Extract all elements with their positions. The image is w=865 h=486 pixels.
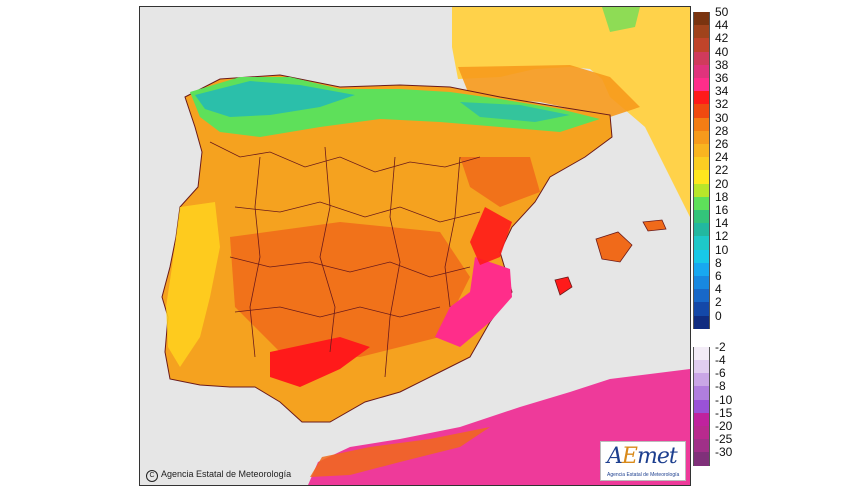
legend-warm-label: 18 [715, 189, 729, 204]
legend-warm-swatch [693, 315, 710, 329]
ebro-hot-area [460, 157, 540, 207]
legend-warm-swatch [693, 38, 710, 52]
guadalquivir-very-hot [270, 337, 370, 387]
legend-warm-swatch [693, 51, 710, 65]
legend-cold-label: -30 [715, 445, 733, 460]
legend-warm-label: 50 [715, 5, 729, 19]
legend-warm-swatch [693, 302, 710, 316]
legend-warm-label: 6 [715, 269, 722, 283]
legend-warm-swatch [693, 144, 710, 158]
temperature-map: C Agencia Estatal de Meteorología AEmet A… [139, 6, 691, 486]
legend-warm-label: 40 [715, 44, 729, 59]
copyright-icon: C [146, 470, 158, 482]
legend-cold-label: -15 [715, 405, 733, 420]
alps-cool-area [602, 7, 640, 32]
aemet-logo: AEmet Agencia Estatal de Meteorología [600, 441, 686, 481]
region-borders [209, 141, 481, 378]
legend-cold-label: -8 [715, 379, 726, 394]
legend-warm-label: 28 [715, 123, 729, 138]
legend-warm-swatch [693, 170, 710, 184]
legend-warm-label: 8 [715, 255, 722, 270]
legend-warm-swatch [693, 249, 710, 263]
southeast-extreme-area [435, 257, 512, 347]
legend-cold-swatch [693, 452, 710, 466]
legend-warm-swatch [693, 196, 710, 210]
legend-cold-swatch [693, 360, 710, 374]
legend-cold-swatch [693, 386, 710, 400]
legend-warm-swatch [693, 262, 710, 276]
legend-warm-label: 44 [715, 18, 729, 33]
legend-warm-swatch [693, 91, 710, 105]
legend-warm-swatch [693, 130, 710, 144]
map-canvas [140, 7, 690, 485]
legend-cold-swatch [693, 439, 710, 453]
legend-warm-label: 2 [715, 295, 722, 310]
legend-warm-label: 20 [715, 176, 729, 191]
legend-warm-label: 0 [715, 308, 722, 323]
north-africa-hot-coast [310, 427, 490, 477]
legend-cold-swatch [693, 346, 710, 360]
legend-warm-swatch [693, 12, 710, 26]
france-hot-area [458, 65, 640, 117]
legend-warm-label: 14 [715, 216, 729, 231]
legend-warm-label: 36 [715, 71, 729, 85]
mallorca-island [595, 231, 633, 263]
legend-warm-swatch [693, 64, 710, 78]
legend-cold-swatch [693, 399, 710, 413]
legend-warm-label: 26 [715, 137, 729, 151]
legend-warm-swatch [693, 236, 710, 250]
legend-warm-label: 22 [715, 163, 729, 178]
legend-cold-label: -4 [715, 353, 726, 367]
legend-warm-label: 42 [715, 31, 729, 46]
legend-cold-label: -25 [715, 432, 733, 447]
legend-cold-label: -6 [715, 366, 726, 381]
legend-warm-swatch [693, 104, 710, 118]
legend-warm-label: 34 [715, 84, 729, 99]
legend-cold-swatch [693, 412, 710, 426]
legend-cold-label: -2 [715, 339, 726, 354]
legend-warm-swatch [693, 223, 710, 237]
menorca-island [642, 219, 667, 232]
legend-cold-swatch [693, 373, 710, 387]
legend-warm-swatch [693, 157, 710, 171]
legend-cold-swatch [693, 426, 710, 440]
west-coast-mild-band [166, 202, 220, 367]
legend-warm-label: 24 [715, 150, 729, 165]
copyright-text: Agencia Estatal de Meteorología [161, 469, 292, 479]
legend-warm-label: 10 [715, 242, 729, 257]
legend-warm-swatch [693, 117, 710, 131]
logo-wordmark: AEmet [607, 444, 678, 469]
legend-warm-label: 12 [715, 229, 729, 244]
central-hot-area [230, 222, 470, 357]
legend-warm-label: 32 [715, 97, 729, 112]
logo-subtext: Agencia Estatal de Meteorología [607, 472, 680, 478]
legend-warm-swatch [693, 289, 710, 303]
legend-warm-swatch [693, 78, 710, 92]
legend-warm-label: 38 [715, 57, 729, 72]
legend-cold-label: -10 [715, 392, 733, 407]
legend-warm-swatch [693, 183, 710, 197]
legend-warm-label: 4 [715, 282, 722, 297]
cantabrian-cold-core [195, 81, 355, 117]
copyright-notice: C Agencia Estatal de Meteorología [146, 469, 291, 482]
legend-warm-swatch [693, 276, 710, 290]
pyrenees-cold-core [460, 102, 570, 122]
france-region [452, 7, 690, 217]
ibiza-island [554, 276, 573, 296]
legend-warm-swatch [693, 25, 710, 39]
valencia-very-hot [470, 207, 512, 265]
legend-warm-label: 16 [715, 203, 729, 217]
legend-warm-swatch [693, 210, 710, 224]
legend-warm-label: 30 [715, 110, 729, 125]
legend-cold-label: -20 [715, 419, 733, 433]
